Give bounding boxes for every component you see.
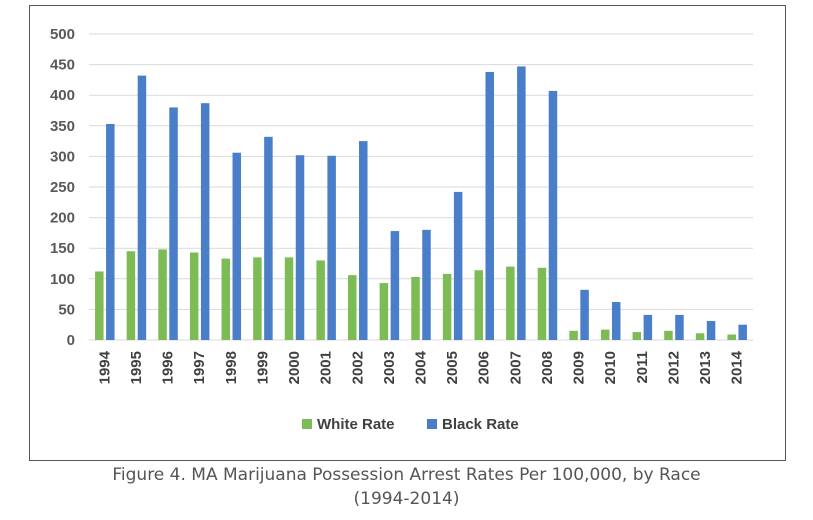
bar-white-rate [506, 266, 515, 340]
x-tick-label: 1996 [160, 351, 177, 384]
bar-black-rate [580, 289, 589, 340]
bar-white-rate [632, 332, 642, 340]
x-tick-label: 2001 [318, 351, 335, 384]
bar-white-rate [158, 249, 167, 340]
x-tick-label: 2000 [286, 351, 303, 384]
x-tick-label: 1994 [96, 350, 113, 384]
bar-black-rate [390, 231, 400, 340]
gridlines [89, 33, 753, 341]
x-tick-label: 2010 [602, 351, 619, 384]
legend-swatch-black-rate [427, 419, 437, 429]
bar-white-rate [284, 257, 294, 340]
y-axis-ticks: 0 50 100 150 200 250 300 350 400 450 500 [50, 26, 75, 349]
bar-white-rate [253, 257, 262, 340]
legend-label: White Rate [317, 416, 395, 433]
x-tick-label: 2014 [729, 350, 746, 384]
bar-black-rate [643, 314, 653, 340]
bar-white-rate [316, 260, 325, 340]
bars [95, 66, 747, 341]
bar-black-rate [106, 123, 115, 341]
y-tick-label: 100 [50, 271, 75, 288]
x-tick-label: 1997 [191, 351, 208, 384]
x-axis-ticks: 1994 1995 1996 1997 1998 1999 2000 2001 2002 2003… [96, 350, 745, 384]
x-tick-label: 2007 [507, 351, 524, 384]
bar-black-rate [453, 191, 463, 340]
bar-white-rate [600, 329, 610, 340]
bar-black-rate [137, 75, 147, 340]
y-tick-label: 0 [67, 332, 75, 349]
x-tick-label: 2004 [413, 350, 430, 384]
x-tick-label: 1999 [254, 351, 271, 384]
bar-black-rate [706, 321, 716, 340]
y-tick-label: 500 [50, 26, 75, 43]
bar-black-rate [264, 136, 273, 340]
bar-white-rate [569, 330, 578, 340]
bar-black-rate [169, 107, 178, 340]
y-tick-label: 150 [50, 240, 75, 257]
y-tick-label: 200 [50, 210, 75, 227]
bar-white-rate [664, 330, 673, 340]
x-tick-label: 1998 [223, 351, 240, 384]
x-tick-label: 2011 [634, 351, 651, 384]
chart-frame: 0 50 100 150 200 250 300 350 400 450 500 1994 1995 1… [29, 5, 786, 461]
legend: White Rate Black Rate [302, 416, 519, 433]
bar-black-rate [548, 90, 558, 340]
bar-black-rate [232, 152, 242, 340]
bar-white-rate [379, 283, 389, 340]
bar-white-rate [221, 258, 231, 340]
bar-black-rate [327, 155, 336, 340]
bar-white-rate [126, 251, 136, 340]
y-tick-label: 300 [50, 148, 75, 165]
caption-line-2: (1994-2014) [353, 489, 460, 509]
bar-black-rate [200, 103, 210, 340]
y-tick-label: 450 [50, 57, 75, 74]
bar-white-rate [474, 270, 483, 340]
x-tick-label: 2005 [444, 351, 461, 384]
legend-swatch-white-rate [302, 419, 312, 429]
bar-black-rate [485, 71, 494, 340]
x-tick-label: 1995 [128, 351, 145, 384]
bar-white-rate [348, 275, 357, 340]
bar-black-rate [295, 155, 305, 340]
bar-white-rate [727, 334, 736, 340]
x-tick-label: 2006 [476, 351, 493, 384]
x-tick-label: 2003 [381, 351, 398, 384]
bar-black-rate [359, 141, 368, 340]
x-tick-label: 2012 [665, 351, 682, 384]
y-tick-label: 350 [50, 118, 75, 135]
x-tick-label: 2008 [539, 351, 556, 384]
y-tick-label: 250 [50, 179, 75, 196]
bar-white-rate [442, 273, 452, 340]
bar-black-rate [422, 229, 431, 340]
x-tick-label: 2002 [349, 351, 366, 384]
bar-black-rate [611, 302, 621, 340]
bar-white-rate [537, 267, 547, 340]
bar-black-rate [517, 66, 526, 340]
x-tick-label: 2013 [697, 351, 714, 384]
y-tick-label: 50 [58, 301, 75, 318]
bar-black-rate [675, 314, 684, 340]
bar-white-rate [411, 276, 420, 340]
bar-white-rate [695, 333, 705, 340]
bar-white-rate [95, 271, 104, 340]
figure-caption: Figure 4. MA Marijuana Possession Arrest… [0, 463, 813, 511]
y-tick-label: 400 [50, 87, 75, 104]
bar-white-rate [189, 252, 199, 340]
x-tick-label: 2009 [571, 351, 588, 384]
legend-label: Black Rate [442, 416, 519, 433]
bar-black-rate [738, 324, 747, 340]
caption-line-1: Figure 4. MA Marijuana Possession Arrest… [112, 465, 701, 485]
